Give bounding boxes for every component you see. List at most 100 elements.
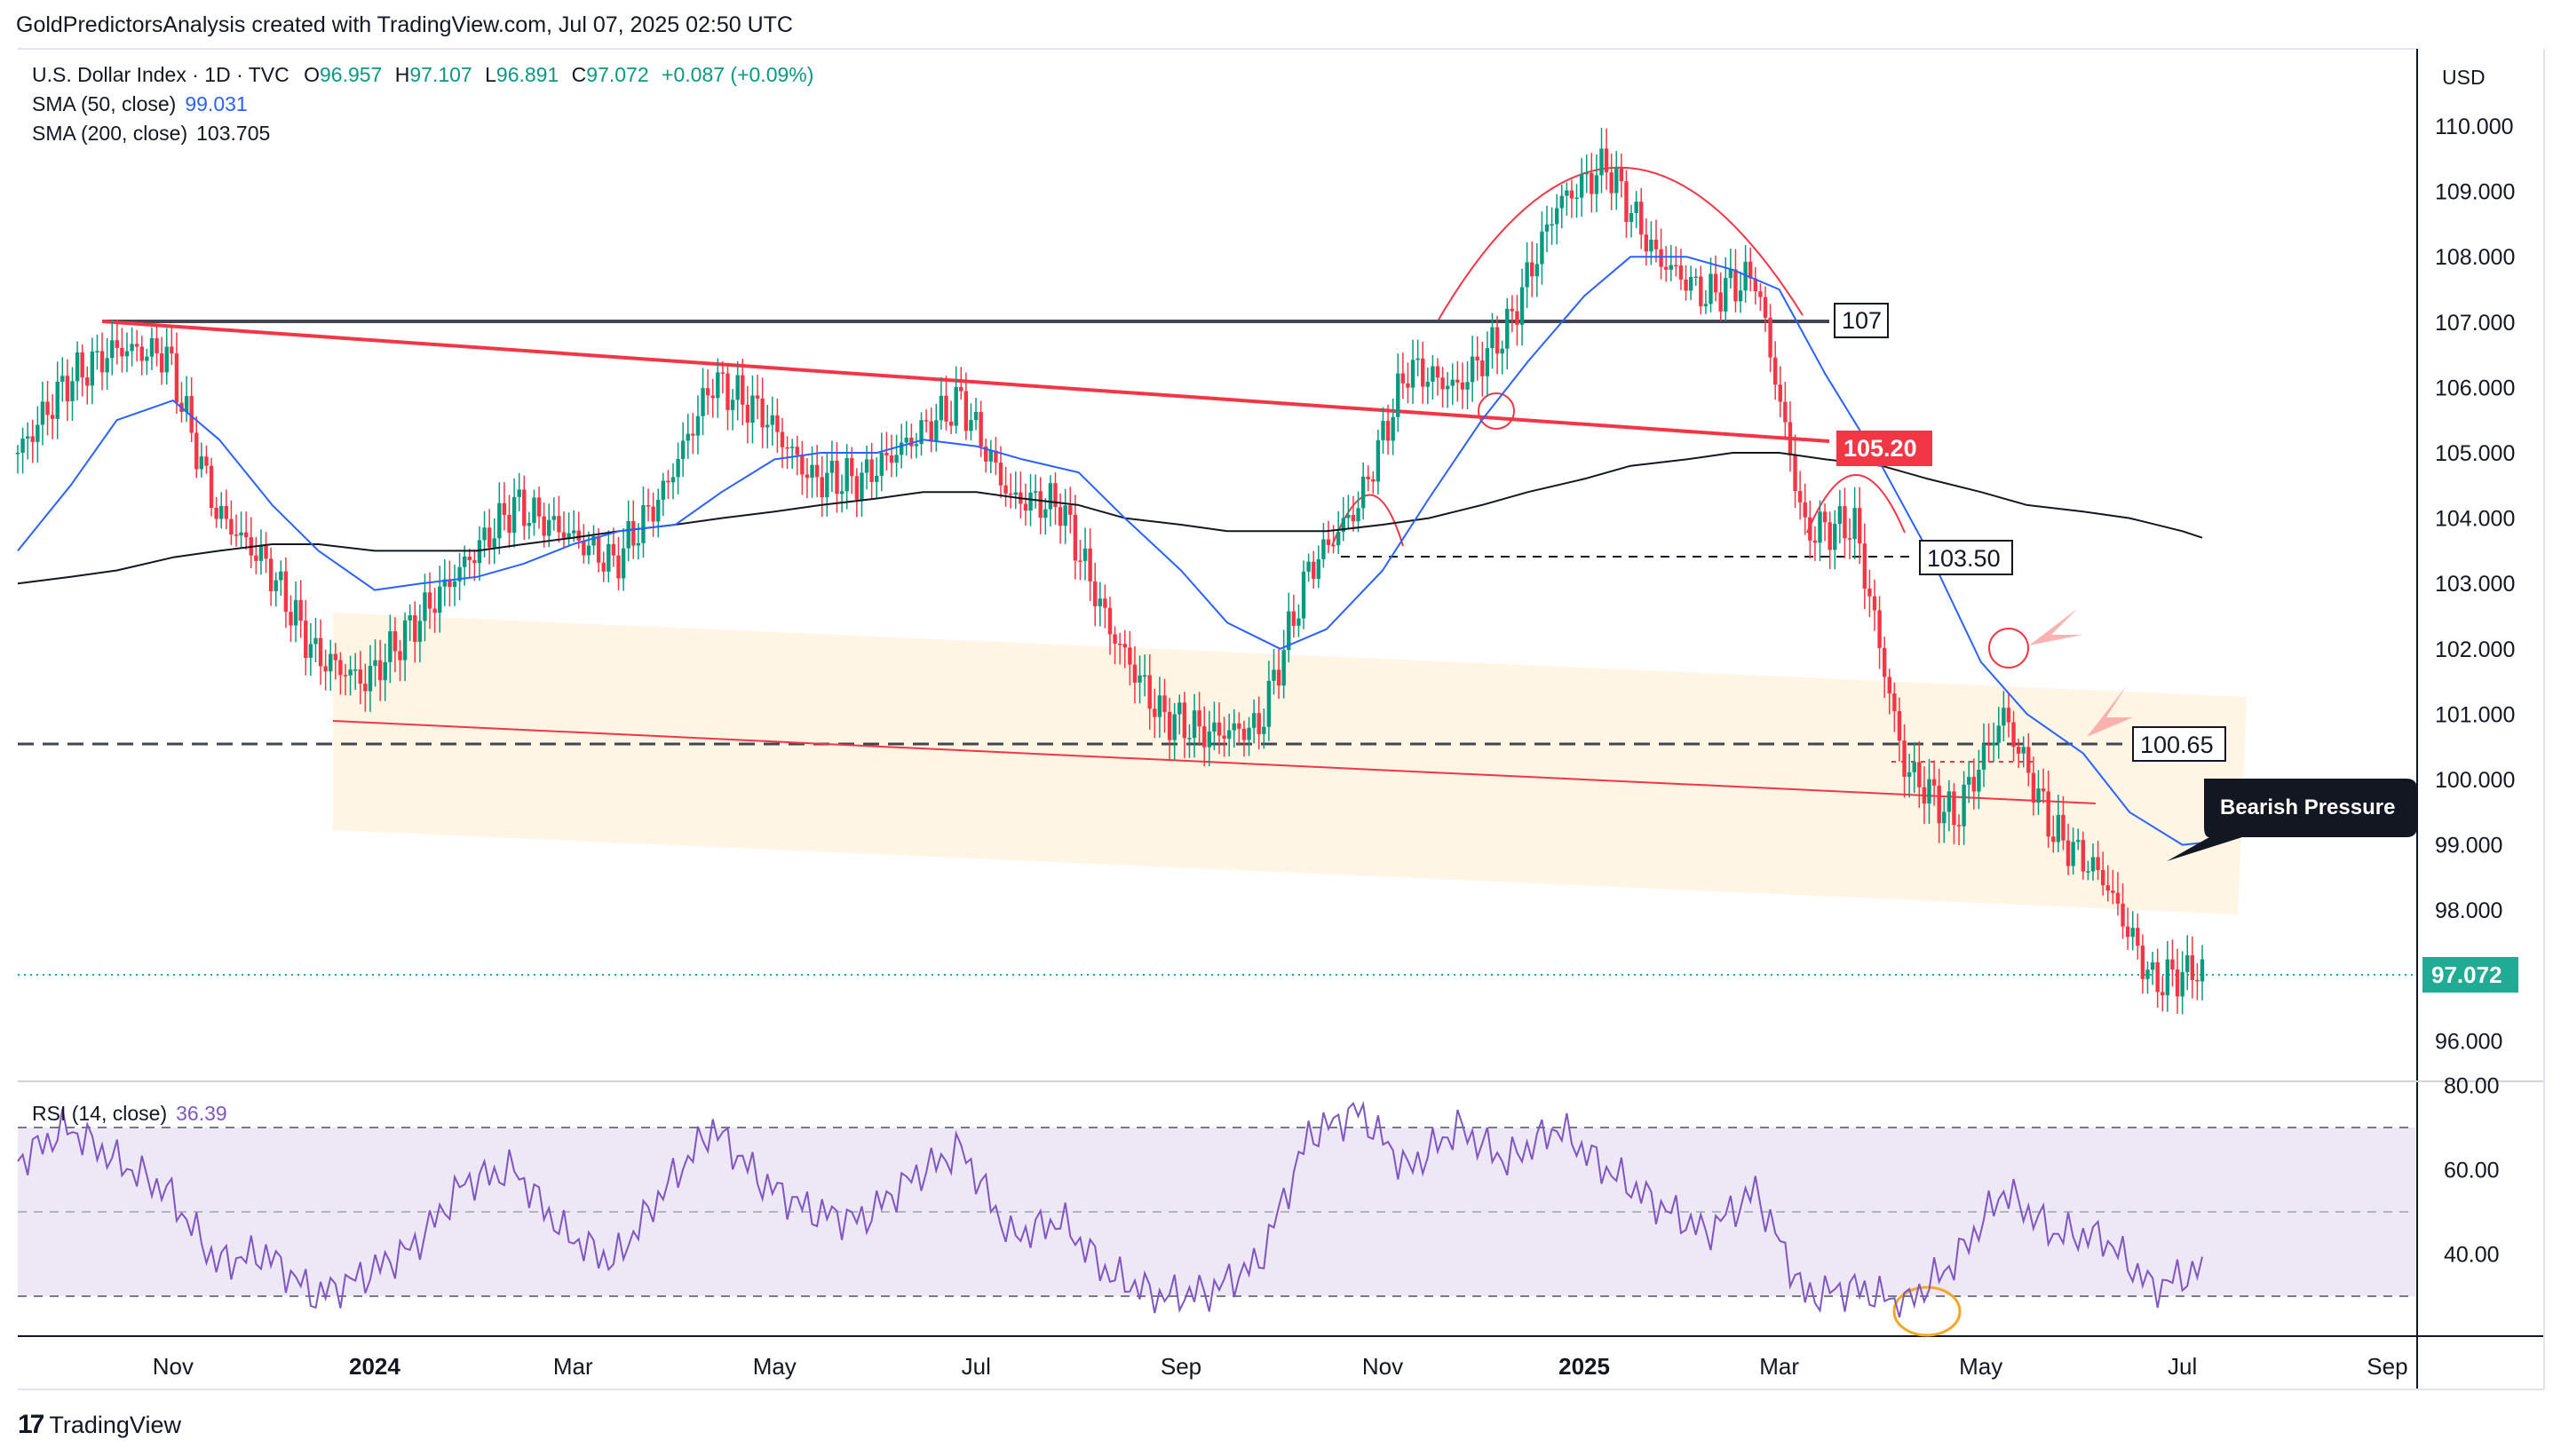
- candle-body: [691, 433, 695, 436]
- candle-body: [695, 415, 701, 436]
- candle-body: [304, 621, 308, 658]
- arrow-pink-1: [2029, 608, 2082, 645]
- candle-body: [243, 532, 249, 538]
- candle-body: [1510, 308, 1515, 312]
- bearish-callout: [2167, 779, 2417, 861]
- candle-body: [1301, 571, 1306, 619]
- candle-body: [1952, 791, 1956, 826]
- candle-body: [1956, 825, 1962, 827]
- candle-body: [75, 352, 80, 382]
- candle-body: [214, 507, 218, 519]
- candle-body: [641, 505, 646, 543]
- legend-sma50: SMA (50, close) 99.031: [32, 92, 248, 115]
- candle-body: [864, 459, 869, 473]
- candle-body: [1763, 297, 1768, 318]
- candle-body: [1624, 181, 1629, 222]
- candle-body: [1172, 714, 1177, 740]
- candle-body: [1971, 777, 1977, 792]
- candle-body: [1977, 770, 1981, 792]
- candle-body: [2081, 840, 2086, 872]
- candle-body: [998, 463, 1003, 486]
- candle-body: [50, 415, 55, 419]
- candle-body: [979, 411, 983, 447]
- candle-body: [2031, 772, 2036, 803]
- candle-body: [155, 337, 159, 354]
- candle-body: [502, 502, 507, 516]
- candle-body: [596, 535, 601, 563]
- candle-body: [2155, 961, 2160, 993]
- candle-body: [2150, 961, 2155, 970]
- candle-body: [90, 352, 95, 386]
- candle-body: [800, 455, 805, 475]
- candle-body: [2136, 928, 2140, 946]
- candle-body: [1922, 787, 1927, 804]
- candle-body: [2071, 842, 2075, 866]
- candle-body: [1480, 360, 1485, 376]
- candle-body: [2016, 747, 2021, 754]
- candle-body: [1435, 366, 1440, 378]
- candle-body: [462, 556, 467, 567]
- candle-body: [2061, 814, 2065, 841]
- candle-body: [1202, 726, 1207, 748]
- candle-body: [1991, 742, 1996, 746]
- candle-body: [586, 545, 591, 556]
- candle-body: [1554, 208, 1559, 225]
- candle-body: [1649, 239, 1653, 252]
- candle-body: [1445, 385, 1450, 390]
- candle-body: [1132, 664, 1138, 683]
- candle-body: [755, 395, 760, 399]
- candle-body: [1803, 502, 1807, 518]
- candle-body: [1281, 650, 1286, 686]
- candle-body: [844, 458, 849, 492]
- candle-body: [944, 395, 948, 422]
- candle-body: [1797, 491, 1803, 502]
- candle-body: [2096, 857, 2100, 871]
- time-tick-label: Nov: [1362, 1353, 1403, 1380]
- candle-body: [189, 396, 194, 433]
- candle-body: [1937, 785, 1941, 824]
- candle-body: [1663, 266, 1669, 270]
- candle-body: [631, 520, 636, 546]
- candle-body: [686, 433, 690, 441]
- time-tick-label: Mar: [1759, 1353, 1799, 1380]
- candle-body: [60, 376, 65, 382]
- candle-body: [1569, 190, 1574, 199]
- time-tick-label: Sep: [1161, 1353, 1201, 1380]
- candle-body: [283, 571, 289, 613]
- candle-body: [1068, 505, 1073, 515]
- candle-body: [2105, 885, 2110, 891]
- candle-body: [149, 337, 155, 357]
- candle-body: [363, 684, 368, 692]
- legend-sma200: SMA (200, close) 103.705: [32, 122, 270, 145]
- small-arc-right: [1806, 474, 1906, 534]
- candle-body: [1038, 491, 1043, 518]
- candle-body: [1192, 710, 1197, 739]
- candle-body: [1266, 680, 1272, 727]
- candle-body: [1316, 558, 1321, 580]
- candle-body: [1098, 598, 1103, 606]
- candle-body: [1772, 357, 1778, 385]
- candle-body: [1495, 327, 1500, 354]
- legend-title: U.S. Dollar Index · 1D · TVC O96.957 H97…: [32, 63, 813, 86]
- candle-body: [408, 614, 412, 621]
- candle-body: [1107, 607, 1113, 635]
- candle-body: [532, 497, 536, 524]
- time-tick-label: 2025: [1558, 1353, 1610, 1380]
- candle-body: [477, 540, 482, 564]
- candle-body: [368, 666, 373, 692]
- candle-body: [954, 386, 958, 426]
- candle-body: [1460, 382, 1465, 390]
- rsi-tick-label: 60.00: [2444, 1159, 2500, 1183]
- candle-body: [670, 477, 676, 483]
- small-arc-left: [1331, 494, 1404, 547]
- candle-body: [55, 381, 59, 419]
- legend-rsi: RSI (14, close) 36.39: [32, 1102, 227, 1125]
- price-tick-label: 96.000: [2435, 1029, 2502, 1054]
- candle-body: [1217, 722, 1222, 736]
- candle-body: [279, 571, 283, 581]
- footer-brand[interactable]: 17 TradingView: [18, 1410, 181, 1440]
- candle-body: [1073, 514, 1078, 561]
- candle-body: [651, 506, 655, 522]
- candle-body: [487, 527, 492, 548]
